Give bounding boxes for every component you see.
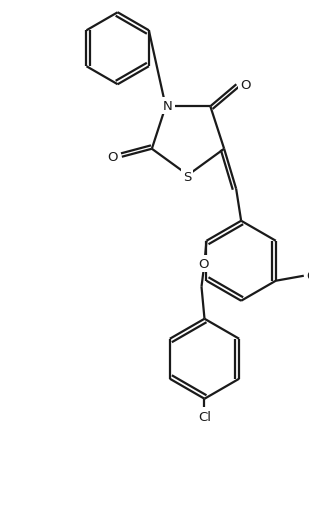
Text: O: O bbox=[108, 151, 118, 164]
Text: O: O bbox=[240, 79, 251, 91]
Text: O: O bbox=[198, 258, 209, 271]
Text: S: S bbox=[183, 170, 191, 183]
Text: O: O bbox=[307, 270, 309, 283]
Text: N: N bbox=[163, 99, 172, 113]
Text: Cl: Cl bbox=[198, 411, 211, 423]
